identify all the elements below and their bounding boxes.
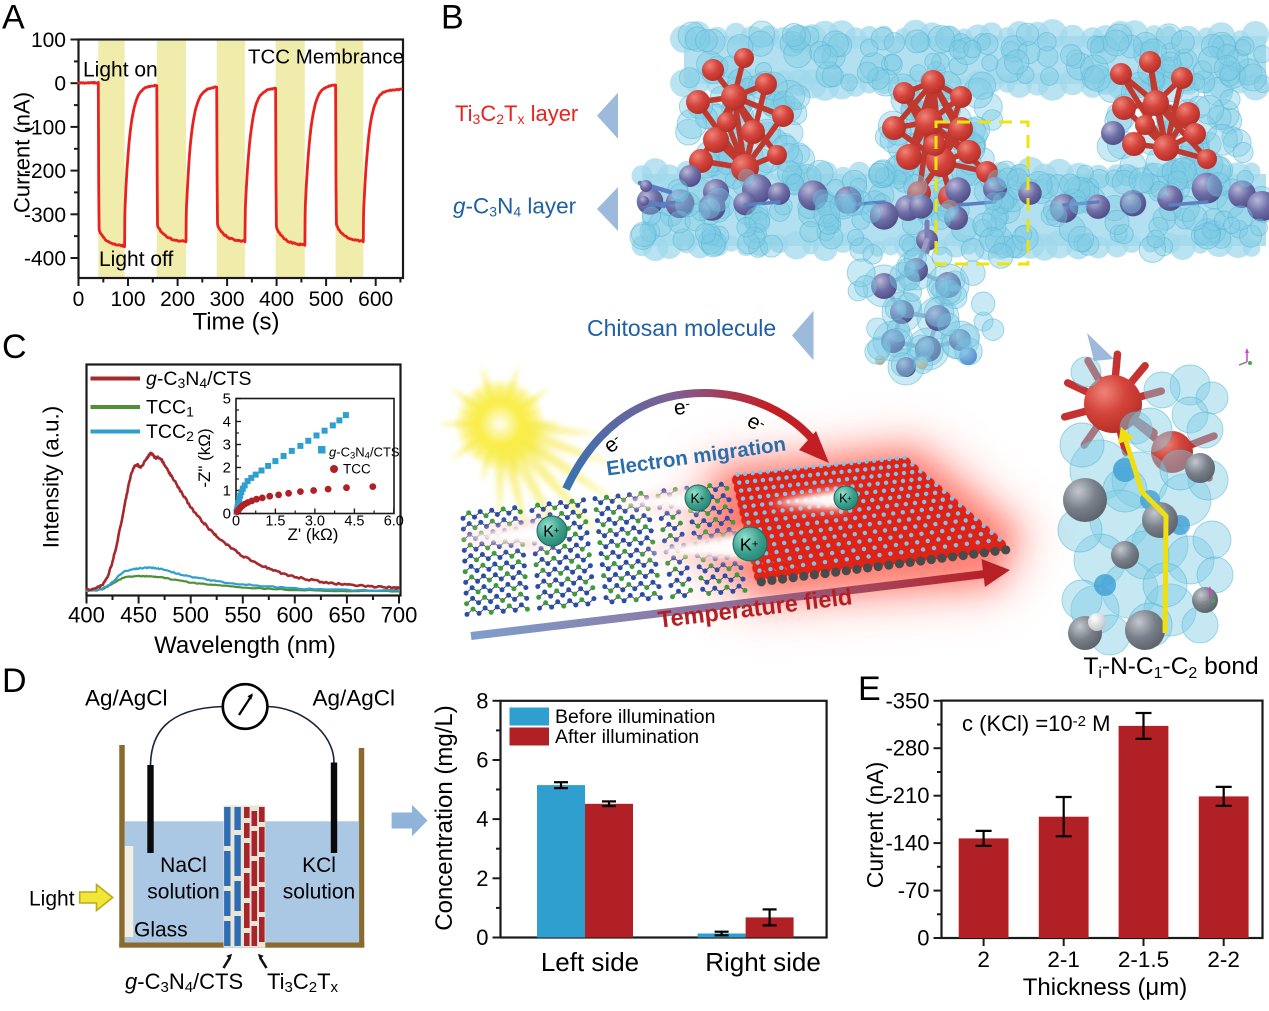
svg-text:K+: K+ — [691, 491, 705, 506]
svg-text:0: 0 — [476, 925, 488, 950]
svg-text:6.0: 6.0 — [384, 513, 404, 529]
svg-text:0: 0 — [54, 73, 66, 96]
svg-text:g-C3N4/CTS: g-C3N4/CTS — [125, 969, 243, 996]
svg-text:Z' (kΩ): Z' (kΩ) — [288, 525, 339, 544]
svg-text:2-2: 2-2 — [1207, 947, 1240, 972]
svg-text:-140: -140 — [885, 831, 929, 856]
svg-text:e-: e- — [672, 395, 692, 420]
svg-text:6: 6 — [476, 748, 488, 773]
svg-text:-300: -300 — [24, 204, 66, 227]
svg-text:E: E — [858, 670, 881, 708]
svg-text:Current (nA): Current (nA) — [862, 762, 888, 889]
svg-text:Chitosan molecule: Chitosan molecule — [587, 315, 776, 341]
svg-text:-Z" (kΩ): -Z" (kΩ) — [195, 428, 214, 487]
svg-text:K+: K+ — [839, 492, 852, 506]
svg-text:0: 0 — [232, 513, 240, 529]
svg-text:4.5: 4.5 — [344, 513, 364, 529]
svg-text:Glass: Glass — [134, 919, 188, 942]
svg-text:2: 2 — [476, 866, 488, 891]
svg-text:2-1.5: 2-1.5 — [1118, 947, 1169, 972]
svg-text:Light on: Light on — [83, 59, 158, 82]
svg-text:KCl: KCl — [302, 854, 336, 877]
svg-text:2: 2 — [977, 947, 990, 972]
svg-text:Ag/AgCl: Ag/AgCl — [313, 686, 396, 711]
svg-text:-210: -210 — [885, 783, 929, 808]
svg-text:g-C3N4/CTS: g-C3N4/CTS — [146, 368, 252, 391]
svg-text:Light: Light — [29, 888, 75, 911]
svg-text:A: A — [2, 0, 25, 37]
svg-text:-200: -200 — [24, 160, 66, 183]
svg-text:solution: solution — [147, 881, 219, 904]
svg-text:500: 500 — [172, 603, 209, 628]
svg-text:4: 4 — [476, 807, 488, 832]
svg-text:Ti3C2Tx layer: Ti3C2Tx layer — [455, 101, 578, 127]
svg-text:4: 4 — [223, 414, 231, 431]
svg-text:2-1: 2-1 — [1047, 947, 1080, 972]
svg-text:Before illumination: Before illumination — [555, 706, 715, 728]
svg-text:1: 1 — [223, 483, 231, 500]
svg-text:Concentration (mg/L): Concentration (mg/L) — [431, 705, 458, 930]
svg-text:650: 650 — [329, 603, 366, 628]
svg-text:200: 200 — [160, 288, 195, 311]
svg-text:0: 0 — [917, 926, 929, 951]
svg-text:After illumination: After illumination — [555, 726, 699, 748]
svg-text:0: 0 — [73, 288, 85, 311]
svg-text:600: 600 — [358, 288, 393, 311]
svg-text:Current (nA): Current (nA) — [10, 92, 35, 213]
svg-text:solution: solution — [283, 881, 355, 904]
svg-text:Ag/AgCl: Ag/AgCl — [85, 686, 168, 711]
svg-text:0: 0 — [223, 506, 231, 523]
svg-text:300: 300 — [210, 288, 245, 311]
svg-text:NaCl: NaCl — [160, 854, 207, 877]
svg-text:g-C3N4 layer: g-C3N4 layer — [453, 194, 577, 220]
svg-text:100: 100 — [110, 288, 145, 311]
svg-text:c (KCl) =10-2 M: c (KCl) =10-2 M — [962, 711, 1110, 736]
svg-text:1.5: 1.5 — [265, 513, 285, 529]
svg-text:-70: -70 — [898, 878, 930, 903]
svg-text:TCC2: TCC2 — [146, 421, 194, 444]
svg-text:Thickness (μm): Thickness (μm) — [1023, 974, 1188, 1001]
svg-text:TCC Membrance: TCC Membrance — [248, 46, 404, 69]
svg-text:C: C — [2, 328, 27, 366]
svg-text:450: 450 — [120, 603, 157, 628]
svg-text:400: 400 — [259, 288, 294, 311]
svg-text:D: D — [2, 662, 27, 700]
svg-text:500: 500 — [309, 288, 344, 311]
svg-text:g-C3N4/CTS: g-C3N4/CTS — [329, 445, 400, 462]
svg-text:3: 3 — [223, 437, 231, 454]
svg-text:Right side: Right side — [705, 947, 821, 977]
svg-text:Light off: Light off — [99, 248, 174, 271]
svg-text:B: B — [441, 0, 464, 37]
svg-text:Intensity (a.u.): Intensity (a.u.) — [39, 406, 64, 549]
svg-text:-400: -400 — [24, 248, 66, 271]
svg-text:-350: -350 — [885, 688, 929, 713]
svg-text:550: 550 — [224, 603, 261, 628]
svg-text:700: 700 — [381, 603, 418, 628]
svg-text:K+: K+ — [740, 535, 758, 555]
svg-text:2: 2 — [223, 460, 231, 477]
svg-text:Wavelength (nm): Wavelength (nm) — [154, 632, 336, 659]
svg-text:Ti3C2Tx: Ti3C2Tx — [267, 969, 339, 996]
svg-text:400: 400 — [68, 603, 105, 628]
svg-text:Time (s): Time (s) — [192, 309, 279, 336]
svg-text:Left side: Left side — [541, 947, 639, 977]
svg-text:3.0: 3.0 — [305, 513, 325, 529]
svg-text:TCC: TCC — [343, 462, 371, 477]
svg-text:8: 8 — [476, 688, 488, 713]
svg-text:Ti-N-C1-C2 bond: Ti-N-C1-C2 bond — [1083, 653, 1258, 682]
svg-text:100: 100 — [31, 29, 66, 52]
svg-text:5: 5 — [223, 391, 231, 408]
svg-text:600: 600 — [276, 603, 313, 628]
svg-text:TCC1: TCC1 — [146, 397, 194, 420]
svg-text:e-: e- — [743, 409, 769, 437]
svg-text:-100: -100 — [24, 116, 66, 139]
svg-text:-280: -280 — [885, 736, 929, 761]
